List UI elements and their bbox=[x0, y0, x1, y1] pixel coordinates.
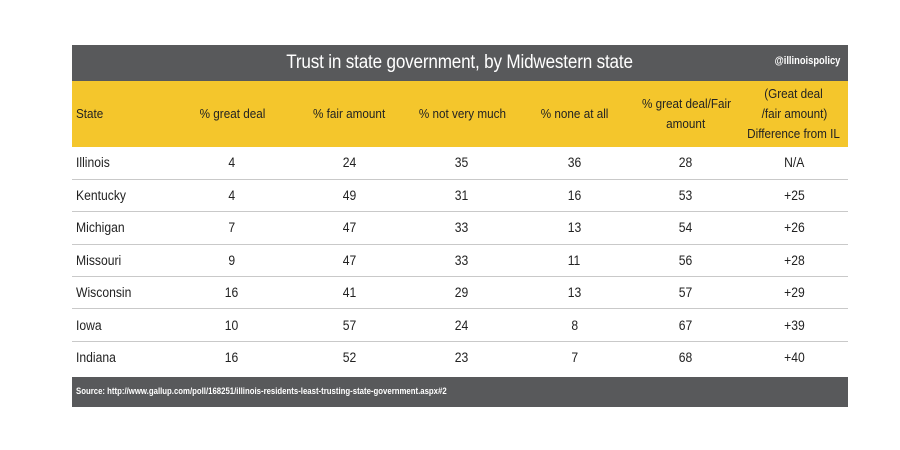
table-row: Michigan 7 47 33 13 54 +26 bbox=[72, 212, 848, 245]
cell-none-at-all: 11 bbox=[568, 252, 581, 268]
column-header-fair-amount: % fair amount bbox=[313, 106, 386, 121]
cell-none-at-all: 13 bbox=[567, 285, 582, 301]
cell-state: Missouri bbox=[76, 252, 122, 268]
column-header-great-deal: % great deal bbox=[199, 106, 265, 121]
trust-table-card: Trust in state government, by Midwestern… bbox=[72, 45, 848, 407]
cell-none-at-all: 13 bbox=[567, 220, 582, 236]
cell-great-deal: 4 bbox=[228, 155, 236, 171]
source-bar: Source: http://www.gallup.com/poll/16825… bbox=[72, 376, 848, 407]
table-body: Illinois 4 24 35 36 28 N/A Kentucky 4 49 31 16 53 +25… bbox=[72, 147, 848, 374]
twitter-handle: @illinoispolicy bbox=[774, 55, 840, 67]
cell-great-deal: 7 bbox=[228, 220, 236, 236]
cell-state: Iowa bbox=[76, 317, 102, 333]
cell-none-at-all: 8 bbox=[571, 317, 578, 333]
cell-great-deal: 16 bbox=[225, 285, 239, 301]
column-header-difference: (Great deal /fair amount) Difference fro… bbox=[747, 86, 841, 141]
cell-not-very-much: 31 bbox=[455, 188, 469, 204]
cell-none-at-all: 7 bbox=[571, 350, 578, 366]
cell-none-at-all: 36 bbox=[567, 155, 582, 171]
title-bar: Trust in state government, by Midwestern… bbox=[72, 45, 848, 81]
cell-not-very-much: 33 bbox=[455, 220, 469, 236]
column-header-none-at-all: % none at all bbox=[540, 106, 609, 121]
cell-not-very-much: 29 bbox=[455, 285, 469, 301]
cell-state: Kentucky bbox=[76, 188, 126, 204]
source-note: Source: http://www.gallup.com/poll/16825… bbox=[76, 386, 447, 398]
cell-fair-amount: 41 bbox=[342, 285, 357, 301]
table-row: Indiana 16 52 23 7 68 +40 bbox=[72, 341, 848, 373]
cell-not-very-much: 23 bbox=[455, 350, 469, 366]
table-row: Illinois 4 24 35 36 28 N/A bbox=[72, 147, 848, 180]
cell-great-fair: 56 bbox=[679, 252, 693, 268]
cell-fair-amount: 52 bbox=[342, 350, 357, 366]
cell-difference: +26 bbox=[783, 220, 805, 236]
cell-fair-amount: 49 bbox=[342, 188, 357, 204]
column-header-state: State bbox=[76, 106, 104, 121]
cell-difference: +29 bbox=[783, 285, 805, 301]
cell-great-deal: 9 bbox=[228, 252, 236, 268]
cell-not-very-much: 24 bbox=[455, 317, 469, 333]
cell-great-deal: 4 bbox=[228, 188, 236, 204]
column-header-not-very-much: % not very much bbox=[418, 106, 506, 121]
cell-great-fair: 28 bbox=[679, 155, 693, 171]
trust-table: State % great deal % fair amount % not v… bbox=[72, 81, 848, 374]
cell-great-fair: 53 bbox=[679, 188, 693, 204]
table-row: Missouri 9 47 33 11 56 +28 bbox=[72, 244, 848, 277]
cell-fair-amount: 47 bbox=[342, 220, 357, 236]
header-row: State % great deal % fair amount % not v… bbox=[72, 81, 848, 147]
cell-not-very-much: 35 bbox=[455, 155, 469, 171]
cell-difference: +39 bbox=[783, 317, 805, 333]
cell-state: Michigan bbox=[76, 220, 125, 236]
cell-fair-amount: 24 bbox=[342, 155, 357, 171]
cell-difference: +25 bbox=[783, 188, 805, 204]
table-row: Iowa 10 57 24 8 67 +39 bbox=[72, 309, 848, 342]
cell-fair-amount: 47 bbox=[342, 252, 357, 268]
cell-state: Indiana bbox=[76, 350, 116, 366]
cell-fair-amount: 57 bbox=[342, 317, 357, 333]
cell-great-fair: 57 bbox=[679, 285, 693, 301]
cell-great-fair: 67 bbox=[679, 317, 693, 333]
table-title: Trust in state government, by Midwestern… bbox=[286, 52, 634, 73]
cell-difference: +40 bbox=[783, 350, 805, 366]
cell-great-fair: 54 bbox=[679, 220, 693, 236]
table-row: Wisconsin 16 41 29 13 57 +29 bbox=[72, 277, 848, 309]
cell-state: Wisconsin bbox=[76, 285, 132, 301]
column-header-great-fair: % great deal/Fair amount bbox=[641, 96, 731, 131]
table-row: Kentucky 4 49 31 16 53 +25 bbox=[72, 179, 848, 212]
cell-great-deal: 16 bbox=[225, 350, 239, 366]
cell-not-very-much: 33 bbox=[455, 252, 469, 268]
cell-difference: N/A bbox=[783, 155, 805, 171]
cell-none-at-all: 16 bbox=[567, 188, 582, 204]
cell-state: Illinois bbox=[76, 155, 110, 171]
cell-great-fair: 68 bbox=[679, 350, 693, 366]
cell-difference: +28 bbox=[783, 252, 805, 268]
cell-great-deal: 10 bbox=[225, 317, 239, 333]
